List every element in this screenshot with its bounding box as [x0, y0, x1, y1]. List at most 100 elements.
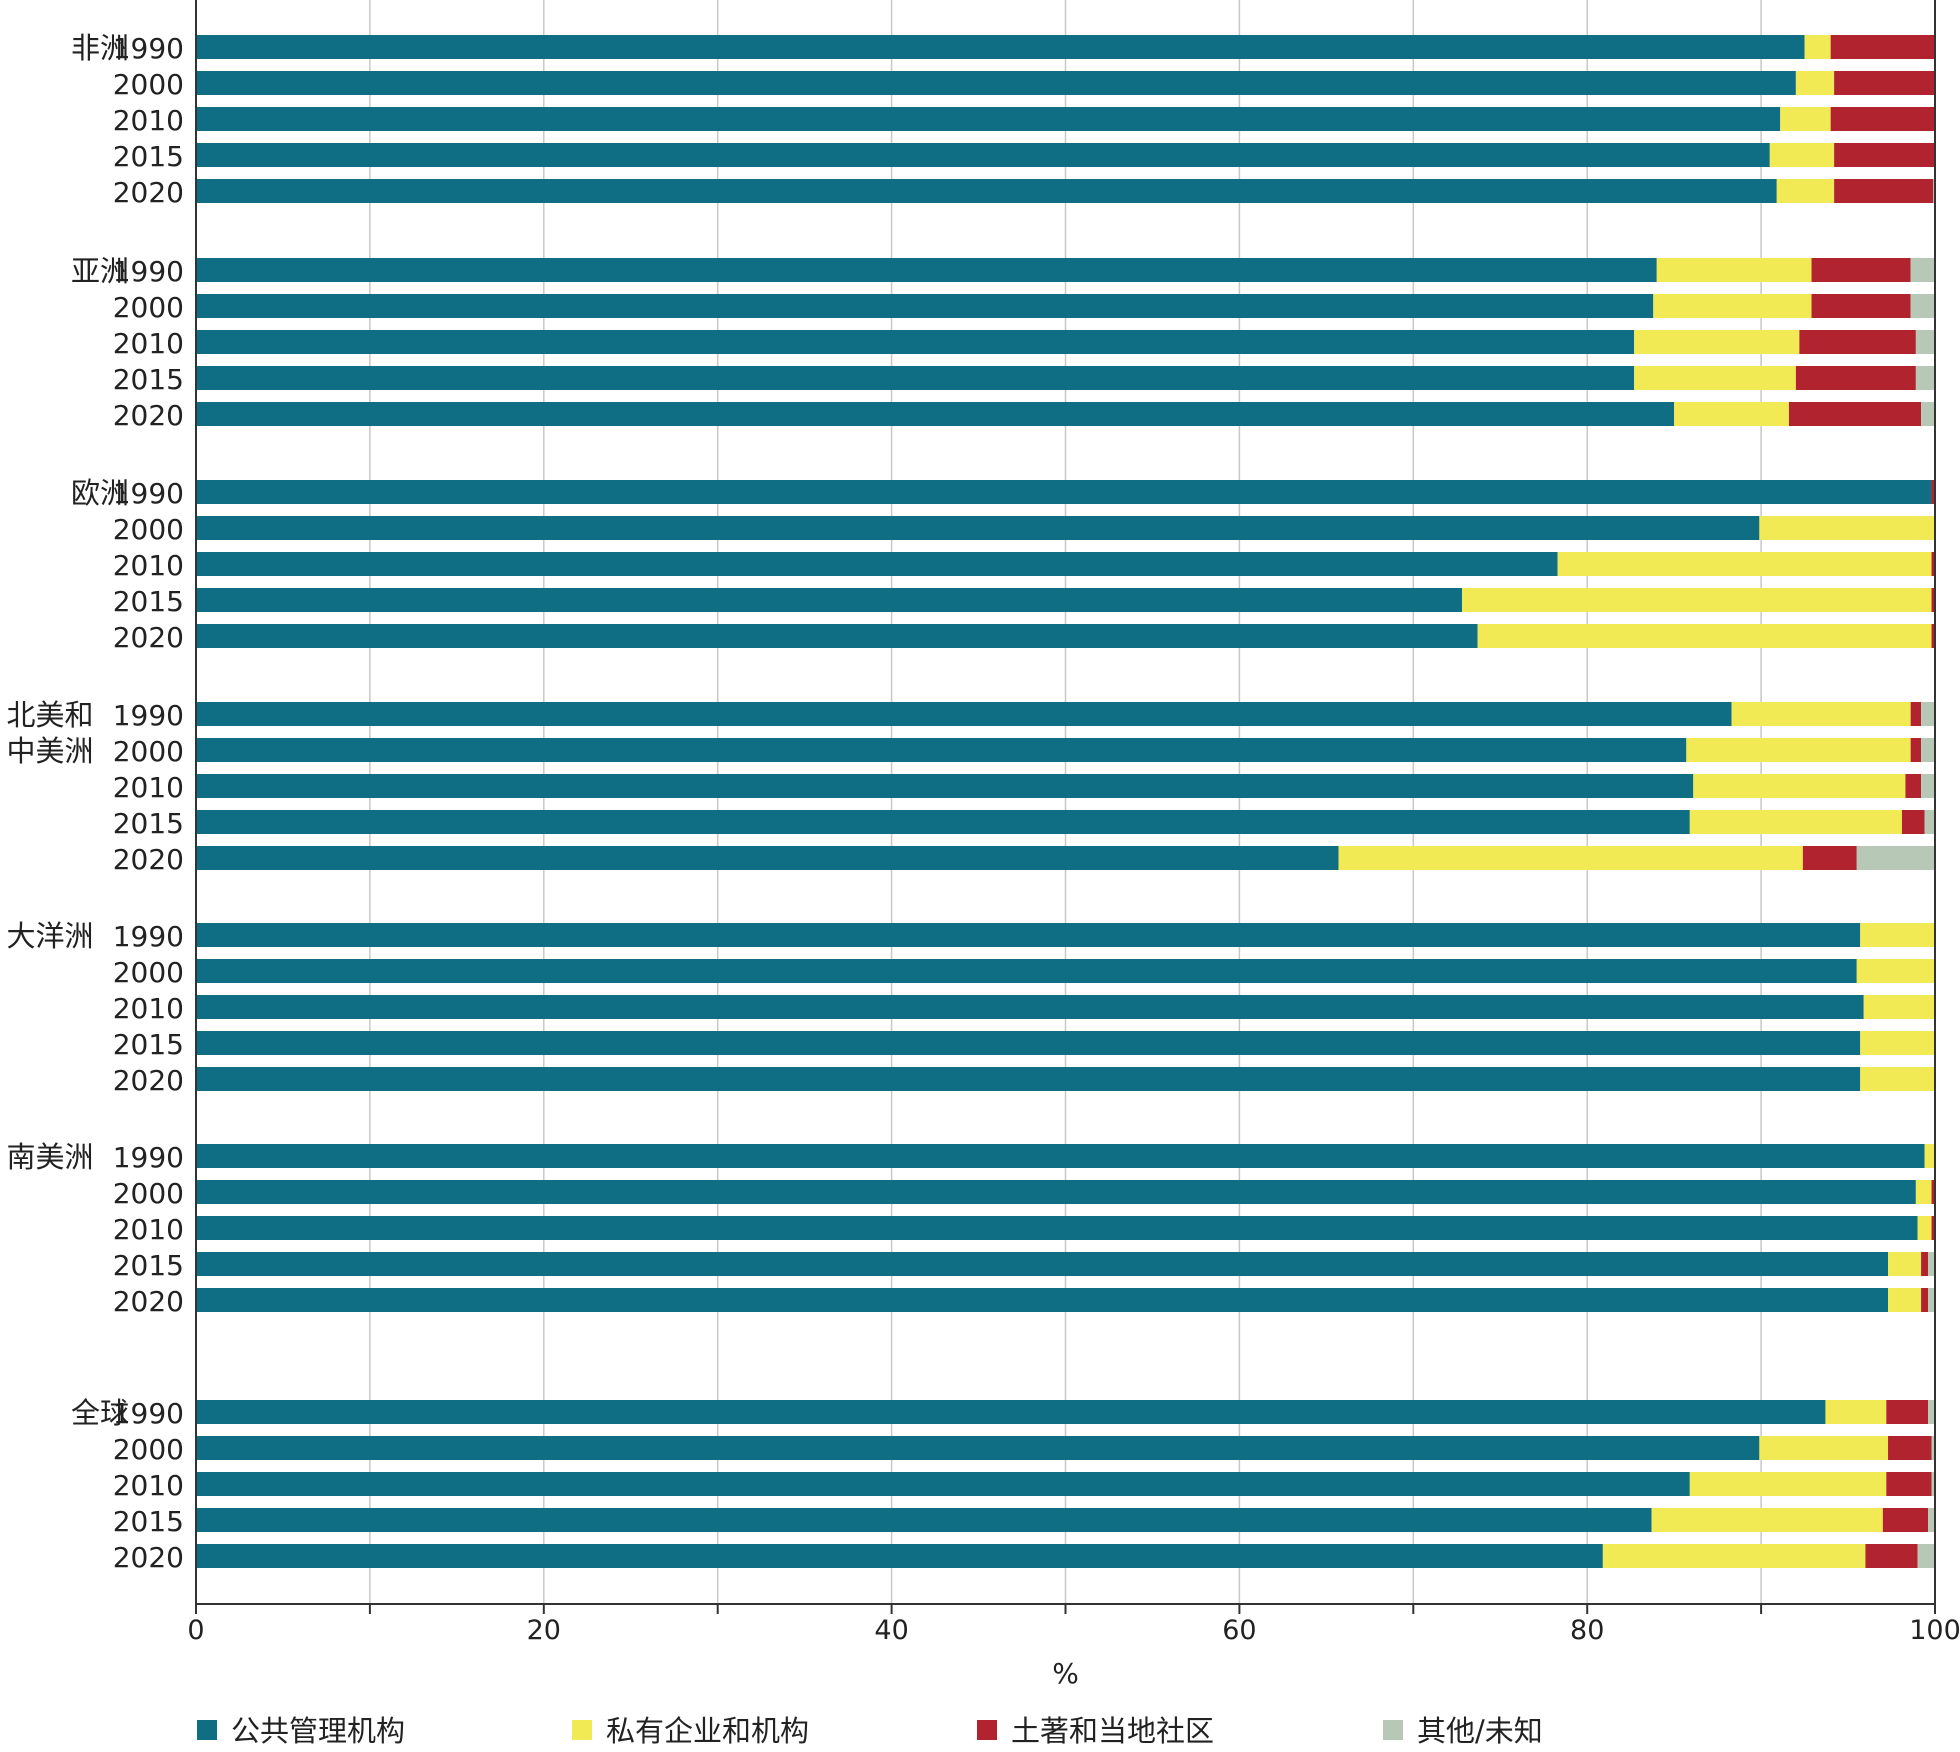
bar-segment-4 — [1910, 294, 1935, 318]
bar-segment-2 — [1804, 35, 1831, 59]
bar-segment-3 — [1886, 1400, 1929, 1424]
bar-segment-1 — [196, 1216, 1918, 1240]
bar-segment-3 — [1905, 774, 1922, 798]
bar-segment-1 — [196, 1031, 1861, 1055]
year-label: 2010 — [113, 104, 184, 137]
x-tick-label: 20 — [527, 1615, 561, 1646]
bar-segment-2 — [1863, 995, 1935, 1019]
year-label: 2010 — [113, 1469, 184, 1502]
bar-segment-2 — [1689, 810, 1902, 834]
bar-segment-2 — [1686, 738, 1911, 762]
bar-segment-1 — [196, 1400, 1826, 1424]
bar-segment-3 — [1931, 588, 1935, 612]
bar-segment-2 — [1759, 516, 1935, 540]
bar-segment-3 — [1931, 1216, 1935, 1240]
bar-segment-1 — [196, 71, 1796, 95]
bar-segment-2 — [1860, 1067, 1935, 1091]
bar-segment-1 — [196, 624, 1478, 648]
bar-segment-1 — [196, 1288, 1889, 1312]
legend-label: 私有企业和机构 — [606, 1714, 809, 1748]
year-label: 2015 — [113, 1505, 184, 1538]
year-label: 1990 — [113, 1397, 184, 1430]
year-label: 2020 — [113, 1285, 184, 1318]
bar-segment-4 — [1915, 330, 1935, 354]
bar-segment-3 — [1834, 143, 1935, 167]
bar-segment-4 — [1921, 402, 1935, 426]
bar-segment-2 — [1759, 1436, 1889, 1460]
bar-segment-4 — [1921, 738, 1935, 762]
year-label: 2000 — [113, 735, 184, 768]
year-label: 1990 — [113, 920, 184, 953]
bar-segment-3 — [1830, 107, 1935, 131]
bar-segment-2 — [1915, 1180, 1932, 1204]
year-label: 2015 — [113, 1249, 184, 1282]
x-tick-label: 60 — [1222, 1615, 1256, 1646]
year-label: 2000 — [113, 513, 184, 546]
bar-segment-3 — [1931, 480, 1935, 504]
bar-segment-1 — [196, 1180, 1916, 1204]
bar-segment-4 — [1921, 702, 1935, 726]
bar-segment-2 — [1656, 258, 1812, 282]
year-label: 2015 — [113, 140, 184, 173]
bar-segment-2 — [1917, 1216, 1932, 1240]
bar-segment-4 — [1917, 1544, 1935, 1568]
bar-segment-3 — [1834, 71, 1935, 95]
bar-segment-2 — [1689, 1472, 1887, 1496]
bar-segment-2 — [1338, 846, 1803, 870]
year-label: 2010 — [113, 771, 184, 804]
bar-segment-3 — [1802, 846, 1857, 870]
legend-label: 其他/未知 — [1417, 1714, 1543, 1748]
bar-segment-3 — [1865, 1544, 1918, 1568]
year-label: 2000 — [113, 1433, 184, 1466]
bar-segment-1 — [196, 1508, 1652, 1532]
bar-segment-2 — [1769, 143, 1835, 167]
bar-segment-2 — [1634, 330, 1800, 354]
bar-segment-1 — [196, 552, 1558, 576]
bar-segment-3 — [1931, 1180, 1935, 1204]
bar-segment-3 — [1795, 366, 1916, 390]
year-label: 2010 — [113, 992, 184, 1025]
year-label: 2015 — [113, 807, 184, 840]
bar-segment-1 — [196, 774, 1694, 798]
region-label: 亚洲 — [71, 254, 129, 288]
bar-segment-1 — [196, 1144, 1925, 1168]
year-label: 2010 — [113, 549, 184, 582]
bar-segment-2 — [1795, 71, 1835, 95]
year-label: 2015 — [113, 363, 184, 396]
year-label: 2000 — [113, 956, 184, 989]
bar-segment-3 — [1799, 330, 1916, 354]
bar-segment-3 — [1910, 702, 1922, 726]
year-label: 2020 — [113, 1541, 184, 1574]
bar-segment-4 — [1928, 1288, 1935, 1312]
bar-segment-2 — [1731, 702, 1911, 726]
x-tick-label: 80 — [1570, 1615, 1604, 1646]
bar-segment-3 — [1888, 1436, 1932, 1460]
bar-segment-4 — [1856, 846, 1935, 870]
bar-segment-1 — [196, 1252, 1889, 1276]
region-label: 北美和 — [6, 698, 93, 732]
bar-segment-2 — [1477, 624, 1932, 648]
bar-segment-2 — [1860, 923, 1935, 947]
bar-segment-1 — [196, 738, 1687, 762]
bar-segment-1 — [196, 179, 1777, 203]
year-label: 1990 — [113, 699, 184, 732]
bar-segment-1 — [196, 810, 1690, 834]
year-label: 2020 — [113, 399, 184, 432]
legend-label: 公共管理机构 — [231, 1714, 405, 1748]
bar-segment-4 — [1928, 1508, 1935, 1532]
bar-segment-2 — [1602, 1544, 1866, 1568]
year-label: 2000 — [113, 68, 184, 101]
bar-segment-4 — [1915, 366, 1935, 390]
bar-segment-2 — [1653, 294, 1812, 318]
bar-segment-1 — [196, 923, 1861, 947]
bar-segment-1 — [196, 588, 1462, 612]
bar-segment-1 — [196, 330, 1635, 354]
year-label: 2015 — [113, 1028, 184, 1061]
bar-segment-2 — [1776, 179, 1835, 203]
bar-segment-3 — [1882, 1508, 1929, 1532]
bar-segment-1 — [196, 143, 1770, 167]
bar-segment-4 — [1931, 1472, 1935, 1496]
bar-segment-2 — [1888, 1252, 1922, 1276]
bar-segment-3 — [1811, 258, 1911, 282]
